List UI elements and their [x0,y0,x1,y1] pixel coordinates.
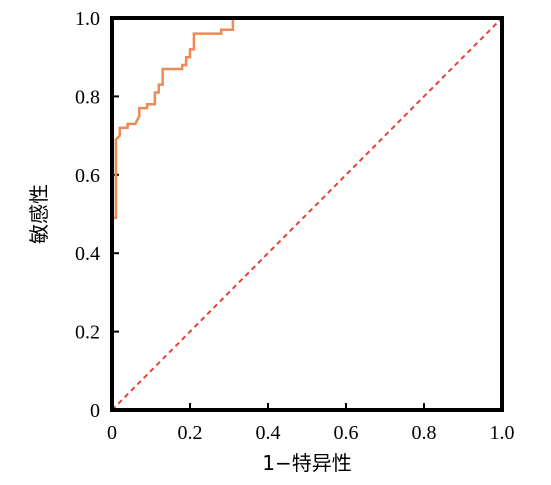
roc-curve-line [110,16,502,410]
y-tick-label: 1.0 [75,8,100,30]
series-layer [110,16,503,411]
x-tick-label: 0.4 [256,422,281,444]
x-tick-label: 0.2 [178,422,203,444]
y-tick-label: 0.6 [75,165,100,187]
x-tick-label: 0 [107,422,117,444]
reference-diagonal-line [111,17,503,411]
y-axis-ticks: 0 0.2 0.4 0.6 0.8 1.0 [75,8,119,422]
x-axis-ticks: 0 0.2 0.4 0.6 0.8 1.0 [107,403,515,444]
x-tick-label: 0.8 [412,422,437,444]
y-tick-label: 0.8 [75,86,100,108]
y-tick-label: 0 [90,400,100,422]
plot-frame [110,16,504,412]
y-tick-label: 0.4 [75,243,100,265]
y-tick-label: 0.2 [75,322,100,344]
y-axis-label: 敏感性 [27,184,51,244]
x-tick-label: 0.6 [334,422,359,444]
x-tick-label: 1.0 [490,422,515,444]
x-axis-label: 1−特异性 [262,451,351,475]
